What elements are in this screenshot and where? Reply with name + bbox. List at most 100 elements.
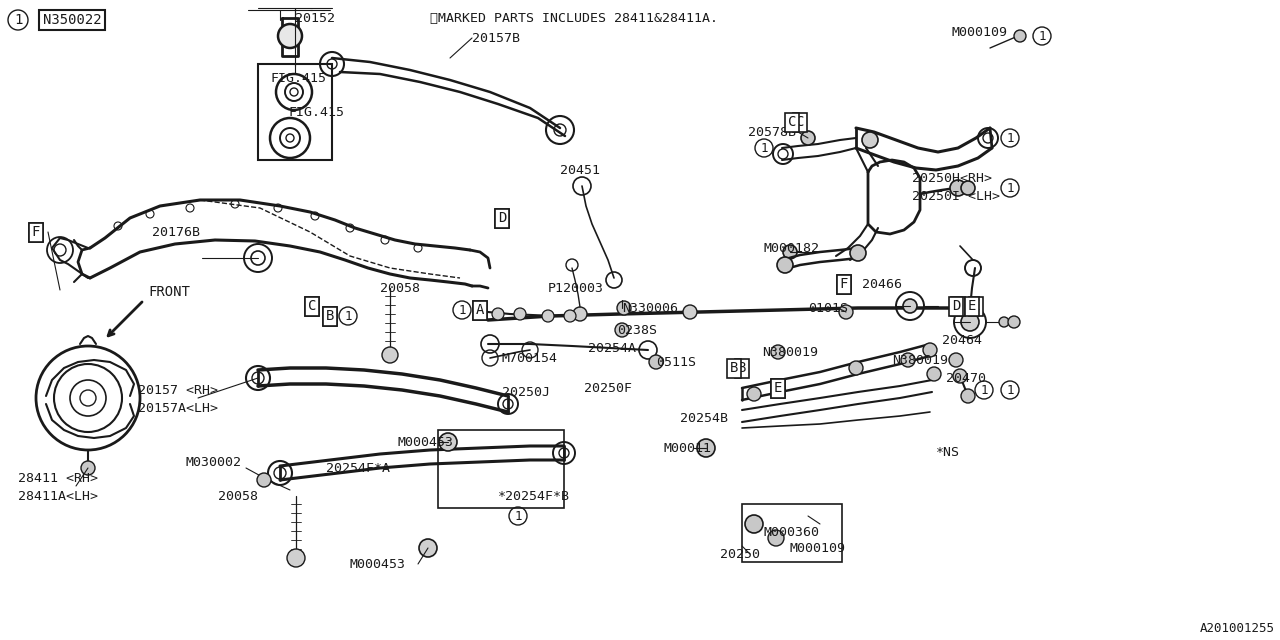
Circle shape xyxy=(901,353,915,367)
Text: FIG.415: FIG.415 xyxy=(288,106,344,118)
Text: F: F xyxy=(32,225,40,239)
Circle shape xyxy=(768,530,783,546)
Bar xyxy=(438,430,564,508)
Circle shape xyxy=(614,323,628,337)
Text: 28411A<LH>: 28411A<LH> xyxy=(18,490,99,502)
Text: 1: 1 xyxy=(1006,383,1014,397)
Bar xyxy=(259,64,332,160)
Text: M000453: M000453 xyxy=(398,435,454,449)
Text: A: A xyxy=(476,303,484,317)
Circle shape xyxy=(927,367,941,381)
Circle shape xyxy=(902,299,916,313)
Text: M000453: M000453 xyxy=(349,557,406,570)
Circle shape xyxy=(961,181,975,195)
Circle shape xyxy=(439,433,457,451)
Circle shape xyxy=(287,549,305,567)
Text: A201001255: A201001255 xyxy=(1201,621,1275,634)
Text: F: F xyxy=(840,277,849,291)
Text: 1: 1 xyxy=(515,509,522,522)
Circle shape xyxy=(515,308,526,320)
Text: A: A xyxy=(476,303,484,317)
Text: 20254F*A: 20254F*A xyxy=(326,461,390,474)
Circle shape xyxy=(961,389,975,403)
Circle shape xyxy=(998,317,1009,327)
Text: M000360: M000360 xyxy=(764,525,820,538)
Text: 20176B: 20176B xyxy=(152,225,200,239)
Text: FIG.415: FIG.415 xyxy=(270,72,326,84)
Text: E: E xyxy=(774,381,782,395)
Text: D: D xyxy=(954,299,963,313)
Text: C: C xyxy=(787,115,796,129)
Text: 0511S: 0511S xyxy=(657,355,696,369)
Text: 28411 <RH>: 28411 <RH> xyxy=(18,472,99,484)
Text: C: C xyxy=(307,299,316,313)
Text: *20254F*B: *20254F*B xyxy=(498,490,570,502)
Text: M000182: M000182 xyxy=(764,241,820,255)
Text: M000109: M000109 xyxy=(952,26,1009,38)
Text: 20451: 20451 xyxy=(561,163,600,177)
Text: N380019: N380019 xyxy=(892,353,948,367)
Text: N350022: N350022 xyxy=(42,13,101,27)
Circle shape xyxy=(954,369,966,383)
Text: 1: 1 xyxy=(760,141,768,154)
Text: 1: 1 xyxy=(1006,182,1014,195)
Text: 20250H<RH>: 20250H<RH> xyxy=(911,172,992,184)
Text: 20058: 20058 xyxy=(380,282,420,294)
Text: 20466: 20466 xyxy=(861,278,902,291)
Circle shape xyxy=(783,245,797,259)
Text: 20254B: 20254B xyxy=(680,412,728,424)
Circle shape xyxy=(419,539,436,557)
Text: 20152: 20152 xyxy=(294,12,335,24)
Text: 20254A: 20254A xyxy=(588,342,636,355)
Circle shape xyxy=(684,305,698,319)
Text: D: D xyxy=(498,211,506,225)
Text: 20058: 20058 xyxy=(218,490,259,502)
Text: N330006: N330006 xyxy=(622,301,678,314)
Text: 1: 1 xyxy=(458,303,466,317)
Bar xyxy=(742,504,842,562)
Circle shape xyxy=(748,387,762,401)
Circle shape xyxy=(801,131,815,145)
Text: B: B xyxy=(326,309,334,323)
Circle shape xyxy=(278,24,302,48)
Text: 20250F: 20250F xyxy=(584,381,632,394)
Text: 20250I <LH>: 20250I <LH> xyxy=(911,189,1000,202)
Circle shape xyxy=(838,305,852,319)
Text: 20157 <RH>: 20157 <RH> xyxy=(138,383,218,397)
Text: 20578B: 20578B xyxy=(748,125,796,138)
Text: B: B xyxy=(737,361,746,375)
Circle shape xyxy=(617,301,631,315)
Circle shape xyxy=(745,515,763,533)
Circle shape xyxy=(961,313,979,331)
Text: 1: 1 xyxy=(980,383,988,397)
Text: B: B xyxy=(730,361,739,375)
Text: E: E xyxy=(968,299,977,313)
Text: FRONT: FRONT xyxy=(148,285,189,299)
Text: F: F xyxy=(840,277,849,291)
Circle shape xyxy=(541,310,554,322)
Circle shape xyxy=(381,347,398,363)
Circle shape xyxy=(257,473,271,487)
Text: M000109: M000109 xyxy=(790,541,846,554)
Circle shape xyxy=(1009,316,1020,328)
Circle shape xyxy=(698,439,716,457)
Circle shape xyxy=(777,257,794,273)
Circle shape xyxy=(1014,30,1027,42)
Text: ※MARKED PARTS INCLUDES 28411&28411A.: ※MARKED PARTS INCLUDES 28411&28411A. xyxy=(430,12,718,24)
Text: 0101S: 0101S xyxy=(808,301,849,314)
Text: E: E xyxy=(774,381,782,395)
Circle shape xyxy=(573,307,588,321)
Text: 20157B: 20157B xyxy=(472,31,520,45)
Text: P120003: P120003 xyxy=(548,282,604,294)
Text: B: B xyxy=(326,309,334,323)
Text: 1: 1 xyxy=(344,310,352,323)
Text: D: D xyxy=(498,211,506,225)
Circle shape xyxy=(948,353,963,367)
Text: M030002: M030002 xyxy=(186,456,242,468)
Circle shape xyxy=(950,180,966,196)
Circle shape xyxy=(564,310,576,322)
Text: M00011: M00011 xyxy=(664,442,712,454)
Text: 20250: 20250 xyxy=(719,547,760,561)
Circle shape xyxy=(923,343,937,357)
Circle shape xyxy=(849,361,863,375)
